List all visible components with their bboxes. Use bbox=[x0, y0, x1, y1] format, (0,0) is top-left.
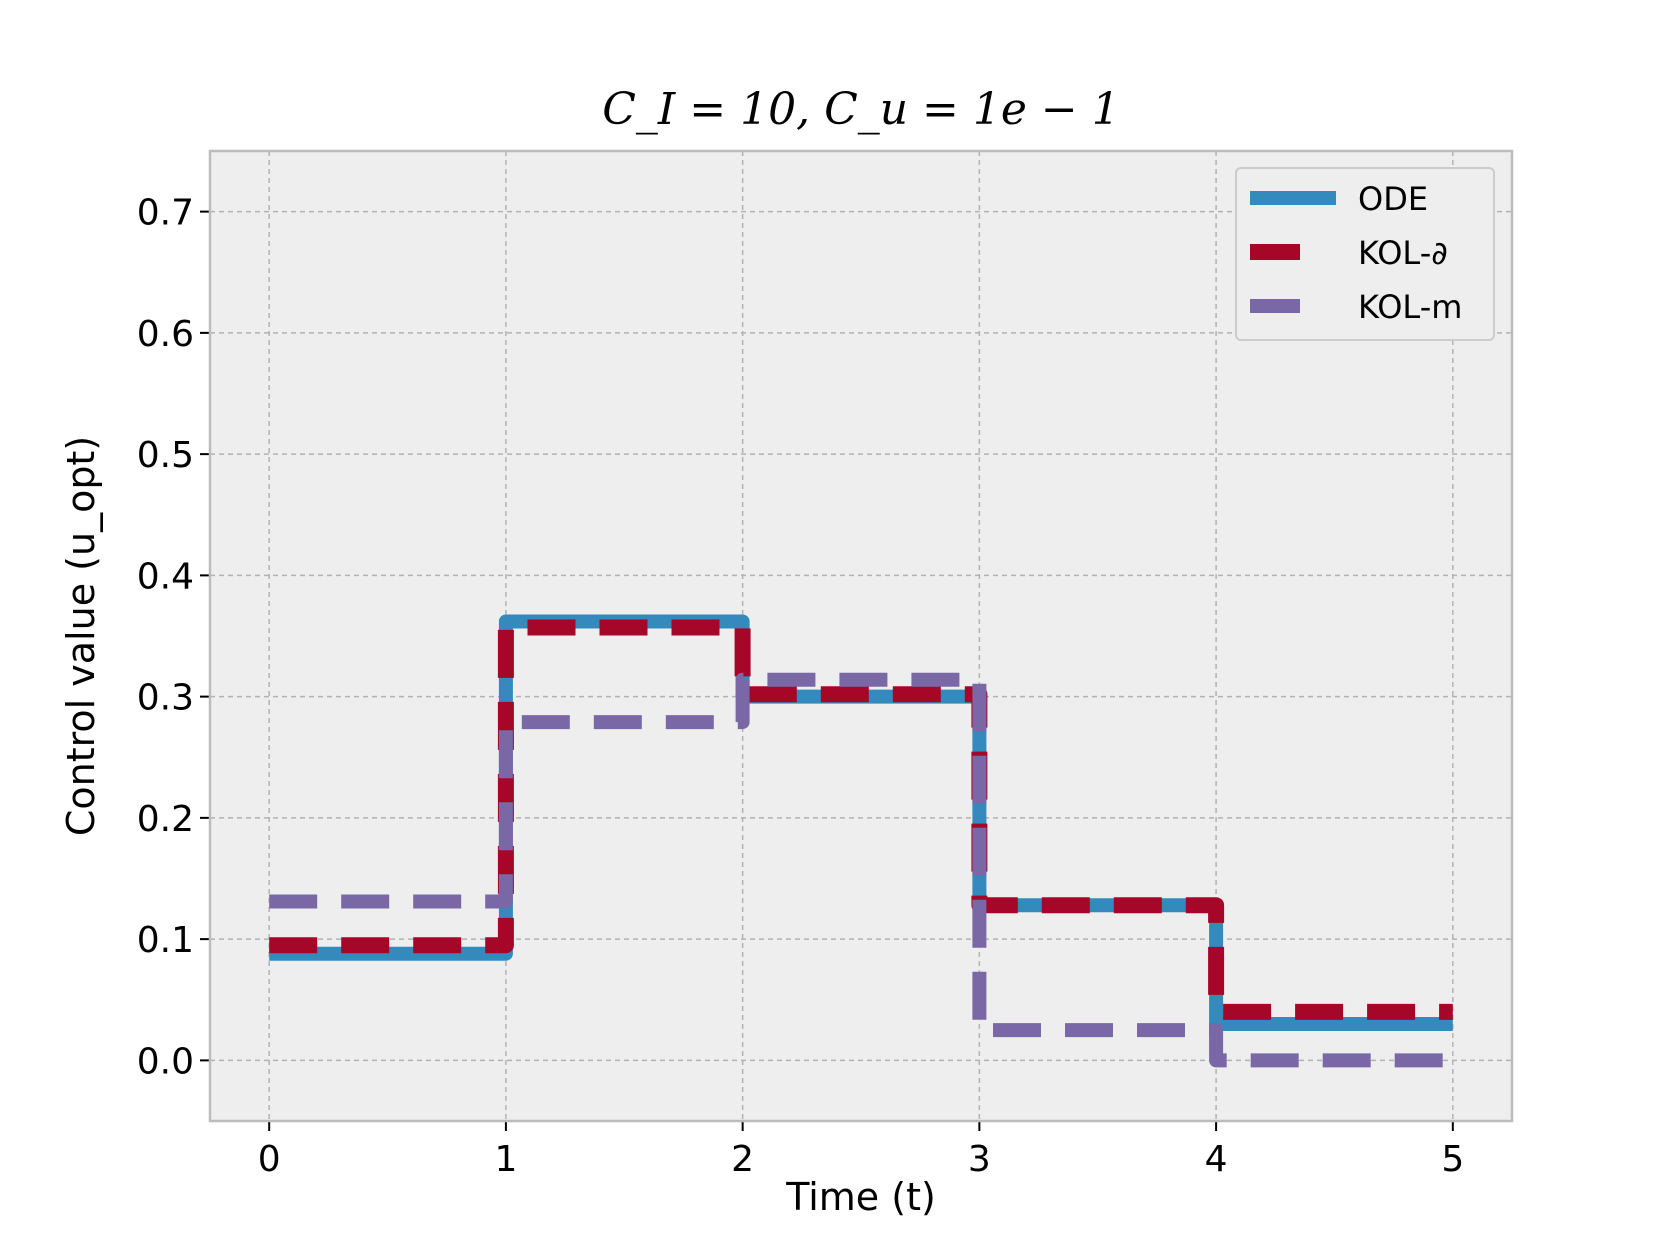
legend-label-kol-: KOL-∂ bbox=[1358, 234, 1448, 272]
x-tick-label-4: 4 bbox=[1205, 1139, 1228, 1180]
series-line-kol- bbox=[269, 619, 1453, 1020]
y-tick-label-3: 0.3 bbox=[137, 678, 194, 719]
legend: ODE KOL-∂ KOL-m bbox=[1235, 167, 1495, 341]
y-tick-label-1: 0.1 bbox=[137, 920, 194, 961]
x-tick-label-2: 2 bbox=[731, 1139, 754, 1180]
chart-title: C_I = 10, C_u = 1e − 1 bbox=[602, 84, 1120, 135]
y-axis-label: Control value (u_opt) bbox=[59, 436, 103, 836]
ticks: 0 1 2 3 4 5 0.0 0.1 0.2 0.3 0.4 0.5 0.6 0.7 bbox=[137, 193, 1465, 1180]
y-tick-label-6: 0.6 bbox=[137, 314, 194, 355]
y-tick-label-7: 0.7 bbox=[137, 193, 194, 234]
x-tick-label-3: 3 bbox=[968, 1139, 991, 1180]
y-tick-label-5: 0.5 bbox=[137, 435, 194, 476]
x-tick-label-5: 5 bbox=[1441, 1139, 1464, 1180]
x-tick-label-0: 0 bbox=[258, 1139, 281, 1180]
x-axis-label: Time (t) bbox=[785, 1175, 936, 1219]
legend-label-ode: ODE bbox=[1358, 180, 1428, 218]
y-tick-label-2: 0.2 bbox=[137, 799, 194, 840]
series-lines bbox=[269, 614, 1453, 1068]
x-tick-label-1: 1 bbox=[494, 1139, 517, 1180]
legend-box bbox=[1235, 167, 1495, 341]
y-tick-label-0: 0.0 bbox=[137, 1041, 194, 1082]
series-line-kol-m bbox=[269, 672, 1453, 1068]
y-tick-label-4: 0.4 bbox=[137, 556, 194, 597]
plot-frame bbox=[208, 149, 1514, 1123]
legend-label-kol-m: KOL-m bbox=[1358, 288, 1462, 326]
